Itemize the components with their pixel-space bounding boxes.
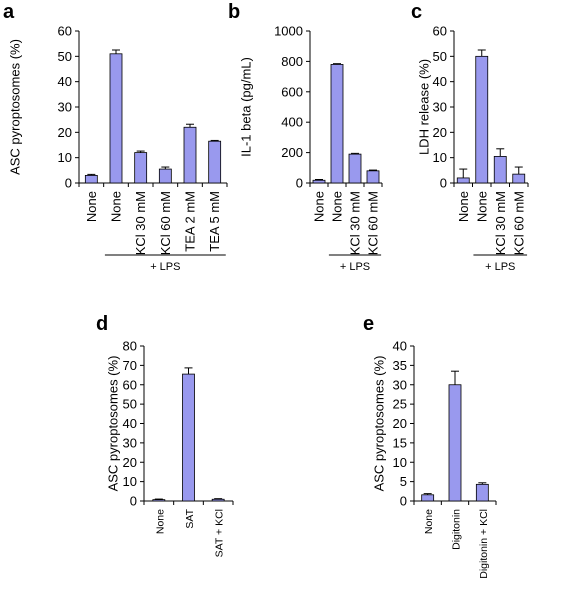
bar <box>330 64 344 184</box>
y-tick-label: 40 <box>123 416 137 431</box>
chart-panel-a: a 0 10 20 30 40 50 60 ASC pyroptosomes (%) None No… <box>3 1 228 273</box>
bar <box>211 498 225 502</box>
y-tick-label: 30 <box>58 100 72 115</box>
panel-letter: d <box>96 313 108 335</box>
bar <box>493 155 507 184</box>
bar <box>348 153 362 184</box>
bar <box>182 373 195 502</box>
bar <box>208 140 222 184</box>
y-tick-label: 60 <box>123 377 137 392</box>
y-tick-label: 80 <box>123 339 137 354</box>
x-category-label: None <box>109 191 124 222</box>
y-tick-label: 1000 <box>274 24 303 39</box>
bar <box>456 177 470 184</box>
y-tick-label: 50 <box>123 397 137 412</box>
group-label: + LPS <box>340 261 370 273</box>
y-tick-label: 30 <box>433 100 447 115</box>
y-tick-label: 50 <box>58 49 72 64</box>
y-tick-label: 60 <box>58 24 72 39</box>
x-category-label: KCl 60 mM <box>158 191 173 255</box>
bar <box>421 494 435 502</box>
y-tick-label: 20 <box>433 125 447 140</box>
panel-letter: a <box>3 1 15 23</box>
y-axis-label: IL-1 beta (pg/mL) <box>239 57 254 157</box>
x-category-label: Digitonin <box>451 509 463 550</box>
y-tick-label: 40 <box>433 74 447 89</box>
x-category-label: KCl 60 mM <box>366 191 381 255</box>
y-tick-label: 600 <box>281 84 303 99</box>
y-tick-label: 10 <box>393 455 407 470</box>
y-tick-label: 0 <box>400 494 407 509</box>
y-tick-label: 0 <box>65 176 72 191</box>
y-tick-label: 35 <box>393 358 407 373</box>
chart-panel-e: e 0 5 10 15 20 25 30 35 40 ASC pyroptosomes (%) Non… <box>363 313 497 579</box>
bar <box>183 126 197 184</box>
bar <box>152 499 166 502</box>
x-category-label: TEA 5 mM <box>207 191 222 252</box>
chart-panel-b: b 0 200 400 600 800 1000 IL-1 beta (pg/mL) None N… <box>228 1 383 273</box>
x-category-label: None <box>154 509 166 534</box>
bar <box>475 483 489 502</box>
panel-letter: c <box>411 1 422 23</box>
y-tick-label: 0 <box>130 494 137 509</box>
y-tick-label: 60 <box>433 24 447 39</box>
x-category-label: None <box>84 191 99 222</box>
bar <box>448 384 462 502</box>
x-category-label: KCl 30 mM <box>493 191 508 255</box>
y-tick-label: 40 <box>393 339 407 354</box>
x-category-label: Digitonin + KCl <box>478 509 490 579</box>
x-category-label: KCl 60 mM <box>511 191 526 255</box>
y-axis-label: ASC pyroptosomes (%) <box>106 356 121 492</box>
y-axis-label: ASC pyroptosomes (%) <box>8 39 23 175</box>
y-tick-label: 400 <box>281 115 303 130</box>
bar <box>109 53 123 184</box>
x-category-label: KCl 30 mM <box>133 191 148 255</box>
x-category-label: None <box>312 191 327 222</box>
x-category-label: None <box>456 191 471 222</box>
y-tick-label: 15 <box>393 435 407 450</box>
y-axis-label: ASC pyroptosomes (%) <box>372 356 387 492</box>
panel-letter: b <box>228 1 240 23</box>
x-category-label: None <box>330 191 345 222</box>
y-tick-label: 800 <box>281 54 303 69</box>
panel-letter: e <box>363 313 374 335</box>
y-tick-label: 200 <box>281 145 303 160</box>
bar <box>312 179 326 184</box>
x-category-label: KCl 30 mM <box>348 191 363 255</box>
y-tick-label: 20 <box>58 125 72 140</box>
x-category-label: SAT <box>184 508 196 528</box>
y-tick-label: 30 <box>393 377 407 392</box>
y-tick-label: 0 <box>440 176 447 191</box>
y-tick-label: 40 <box>58 74 72 89</box>
y-tick-label: 10 <box>123 474 137 489</box>
chart-panel-c: c 0 10 20 30 40 50 60 LDH release (%) None None KCl… <box>411 1 529 273</box>
x-category-label: None <box>474 191 489 222</box>
y-tick-label: 10 <box>58 150 72 165</box>
y-axis-label: LDH release (%) <box>417 59 432 155</box>
bar <box>512 173 526 184</box>
bar <box>366 170 380 184</box>
y-tick-label: 10 <box>433 150 447 165</box>
bar <box>134 152 148 184</box>
y-tick-label: 20 <box>123 455 137 470</box>
bar <box>475 55 489 184</box>
y-tick-label: 30 <box>123 435 137 450</box>
y-tick-label: 70 <box>123 358 137 373</box>
group-label: + LPS <box>485 261 515 273</box>
y-tick-label: 0 <box>296 176 303 191</box>
bar <box>84 174 98 184</box>
y-tick-label: 5 <box>400 474 407 489</box>
group-label: + LPS <box>150 261 180 273</box>
y-tick-label: 20 <box>393 416 407 431</box>
x-category-label: None <box>423 509 435 534</box>
y-tick-label: 25 <box>393 397 407 412</box>
bar <box>158 168 172 184</box>
y-tick-label: 50 <box>433 49 447 64</box>
x-category-label: TEA 2 mM <box>183 191 198 252</box>
x-category-label: SAT + KCl <box>214 509 226 557</box>
